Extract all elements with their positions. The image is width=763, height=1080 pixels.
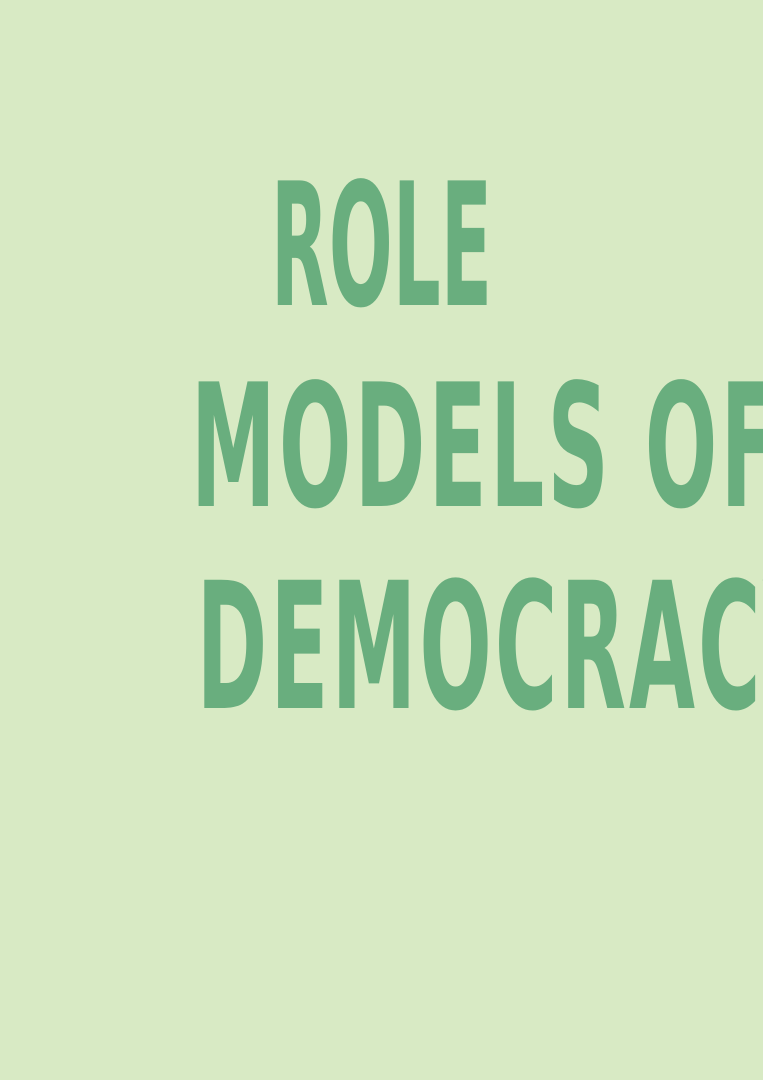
- title-line-democracy: DEMOCRACY: [196, 545, 763, 750]
- title-line-role: ROLE: [270, 147, 493, 346]
- title-line-models-of: MODELS OF: [190, 348, 763, 547]
